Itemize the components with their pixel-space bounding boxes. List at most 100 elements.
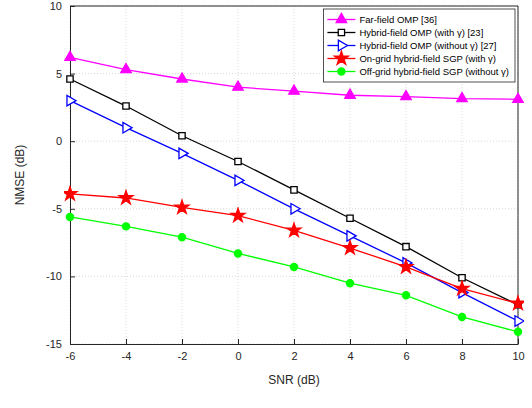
x-axis-title: SNR (dB) xyxy=(268,373,319,387)
data-point xyxy=(179,133,185,139)
data-point xyxy=(235,158,241,164)
tick-mark xyxy=(238,339,239,344)
grid-line-y xyxy=(70,141,518,142)
data-point xyxy=(235,175,244,186)
tick-mark xyxy=(294,339,295,344)
tick: 2 xyxy=(291,339,297,362)
tick-label: -15 xyxy=(46,338,62,350)
tick: 4 xyxy=(347,339,353,362)
data-point xyxy=(290,263,297,270)
tick: 0 xyxy=(56,135,75,147)
legend-marker xyxy=(334,51,348,64)
data-point xyxy=(179,148,188,159)
data-point xyxy=(291,204,300,215)
tick-mark xyxy=(70,344,75,345)
legend-marker xyxy=(338,29,344,35)
data-area xyxy=(64,51,524,335)
tick-label: 8 xyxy=(459,350,465,362)
data-point xyxy=(458,313,465,320)
tick-label: 4 xyxy=(347,350,353,362)
legend-box xyxy=(323,9,515,82)
tick-label: 5 xyxy=(56,68,62,80)
grid-line-x xyxy=(182,6,183,344)
legend: Far-field OMP [36] Hybrid-field OMP (with… xyxy=(323,9,515,82)
series-line xyxy=(70,79,518,305)
data-point xyxy=(123,122,132,133)
legend-marker xyxy=(336,13,347,22)
tick-mark xyxy=(350,339,351,344)
tick-label: 10 xyxy=(50,0,62,12)
grid-line-y xyxy=(70,276,518,277)
data-point xyxy=(66,213,73,220)
data-point xyxy=(122,223,129,230)
tick-mark xyxy=(126,339,127,344)
grid xyxy=(70,6,518,344)
data-point xyxy=(234,250,241,257)
plot: -6 -4 -2 0 2 4 6 8 10 -15 -10 -5 0 5 10 Far-field OMP [… xyxy=(46,0,525,362)
tick: 0 xyxy=(235,339,241,362)
y-axis: -15 -10 -5 0 5 10 xyxy=(46,0,75,350)
y-axis-title: NMSE (dB) xyxy=(13,145,27,206)
data-point xyxy=(287,223,301,236)
data-point xyxy=(347,215,353,221)
tick-mark xyxy=(406,339,407,344)
legend-label: Off-grid hybrid-field SGP (without γ) xyxy=(359,66,509,77)
x-axis-line xyxy=(71,344,519,345)
data-point xyxy=(233,81,244,90)
data-point xyxy=(514,328,521,335)
data-point xyxy=(401,91,412,100)
tick-label: -5 xyxy=(52,203,62,215)
data-point xyxy=(175,200,189,213)
tick: -4 xyxy=(122,339,132,362)
data-point xyxy=(178,234,185,241)
legend-marker xyxy=(338,40,347,51)
grid-line-x xyxy=(126,6,127,344)
data-point xyxy=(289,85,300,94)
tick-label: -2 xyxy=(178,350,188,362)
frame-right xyxy=(518,6,519,344)
frame-top xyxy=(70,6,518,7)
tick-label: -10 xyxy=(46,270,62,282)
grid-line-y xyxy=(70,6,518,7)
data-point xyxy=(119,191,133,204)
data-point xyxy=(457,93,468,102)
x-axis: -6 -4 -2 0 2 4 6 8 10 xyxy=(66,339,525,362)
tick-label: 2 xyxy=(291,350,297,362)
data-point xyxy=(65,51,76,60)
data-point xyxy=(347,231,356,242)
tick-mark xyxy=(70,74,75,75)
grid-line-x xyxy=(238,6,239,344)
data-point xyxy=(402,292,409,299)
tick: 8 xyxy=(459,339,465,362)
legend-marker xyxy=(338,68,345,75)
legend-label: Far-field OMP [36] xyxy=(359,14,436,25)
data-point xyxy=(67,95,76,106)
data-point xyxy=(67,76,73,82)
tick: -15 xyxy=(46,338,75,350)
data-point xyxy=(513,93,524,102)
legend-label: Hybrid-field OMP (without γ) [27] xyxy=(359,40,496,51)
data-point xyxy=(346,280,353,287)
data-point xyxy=(399,260,413,273)
data-point xyxy=(511,296,524,309)
grid-line-x xyxy=(518,6,519,344)
legend-label: On-grid hybrid-field SGP (with γ) xyxy=(359,53,496,64)
tick: 6 xyxy=(403,339,409,362)
data-point xyxy=(343,241,357,254)
data-point xyxy=(64,187,77,200)
tick-mark xyxy=(462,339,463,344)
tick-mark xyxy=(70,209,75,210)
series-line xyxy=(70,101,518,321)
tick-label: 0 xyxy=(235,350,241,362)
data-point xyxy=(231,208,245,221)
tick-mark xyxy=(182,339,183,344)
legend-label: Hybrid-field OMP (with γ) [23] xyxy=(359,27,483,38)
tick-label: 6 xyxy=(403,350,409,362)
tick-label: 10 xyxy=(512,350,524,362)
data-point xyxy=(291,187,297,193)
tick-mark xyxy=(70,276,75,277)
data-point xyxy=(177,73,188,82)
tick: -2 xyxy=(178,339,188,362)
tick: -10 xyxy=(46,270,75,282)
tick-label: -6 xyxy=(66,350,76,362)
